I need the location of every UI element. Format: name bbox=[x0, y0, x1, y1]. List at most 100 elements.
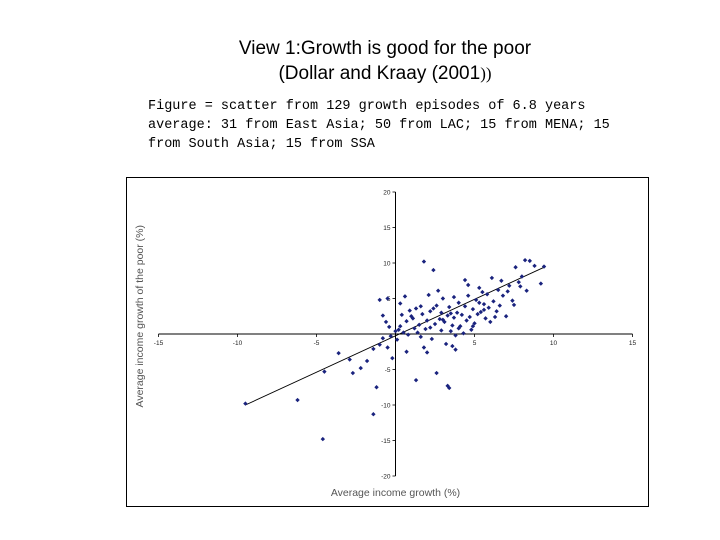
y-tick-label: 10 bbox=[383, 261, 391, 268]
x-tick-label: 5 bbox=[473, 340, 477, 347]
data-point bbox=[435, 288, 441, 293]
data-point bbox=[385, 296, 390, 301]
data-point bbox=[519, 274, 525, 279]
data-point bbox=[443, 341, 449, 347]
x-axis-title: Average income growth (%) bbox=[331, 487, 460, 499]
chart-frame: -15 -10 -5 5 10 15 20 15 10 5 -5 -10 -15 -20 Average i… bbox=[126, 177, 649, 507]
trend-line bbox=[245, 266, 546, 406]
data-point bbox=[418, 304, 423, 309]
data-point bbox=[500, 293, 506, 298]
data-point bbox=[385, 345, 390, 350]
data-point bbox=[420, 311, 425, 317]
data-point bbox=[390, 355, 395, 361]
data-point bbox=[377, 297, 382, 303]
data-point bbox=[478, 309, 484, 315]
data-point bbox=[459, 312, 465, 318]
data-point bbox=[467, 314, 472, 320]
title-line-2-main: (Dollar and Kraay (2001 bbox=[278, 63, 481, 84]
data-point bbox=[418, 334, 423, 340]
data-point bbox=[464, 318, 469, 323]
data-point bbox=[364, 358, 370, 364]
data-point bbox=[404, 349, 409, 354]
data-point bbox=[429, 336, 435, 342]
data-point bbox=[456, 300, 461, 305]
data-point bbox=[413, 377, 419, 383]
data-point bbox=[440, 317, 446, 322]
data-point bbox=[448, 328, 453, 334]
data-point bbox=[394, 337, 400, 342]
data-point bbox=[407, 308, 412, 313]
data-point bbox=[347, 357, 352, 362]
data-point bbox=[322, 369, 327, 374]
data-point bbox=[524, 288, 529, 293]
data-point bbox=[439, 310, 444, 315]
data-point bbox=[434, 303, 439, 308]
data-point bbox=[423, 326, 428, 332]
data-point bbox=[383, 319, 389, 325]
data-point bbox=[497, 303, 502, 308]
data-point bbox=[388, 333, 393, 339]
data-point bbox=[396, 327, 401, 332]
data-point bbox=[507, 283, 512, 288]
data-point bbox=[398, 301, 403, 306]
data-point bbox=[451, 315, 457, 320]
y-tick-label: -5 bbox=[385, 367, 391, 374]
data-point bbox=[428, 325, 433, 330]
data-point bbox=[434, 370, 439, 376]
data-point bbox=[350, 370, 356, 376]
data-point bbox=[358, 365, 363, 371]
data-point bbox=[454, 310, 460, 315]
x-tick-label: -15 bbox=[154, 340, 164, 347]
data-point bbox=[439, 328, 444, 333]
scatter-chart: -15 -10 -5 5 10 15 20 15 10 5 -5 -10 -15 -20 Average i… bbox=[134, 190, 637, 500]
data-point bbox=[336, 350, 341, 356]
data-point bbox=[465, 293, 471, 298]
data-point bbox=[462, 304, 468, 309]
data-point bbox=[516, 279, 521, 285]
x-tick-label: -5 bbox=[314, 340, 320, 347]
data-point bbox=[437, 316, 442, 322]
data-point bbox=[453, 333, 458, 338]
data-point bbox=[458, 323, 463, 329]
data-point bbox=[489, 275, 495, 281]
data-point bbox=[417, 322, 422, 327]
data-point bbox=[380, 313, 386, 318]
data-point bbox=[377, 342, 382, 347]
data-point bbox=[402, 294, 408, 299]
data-point bbox=[442, 319, 447, 325]
data-point bbox=[481, 301, 487, 307]
data-point bbox=[374, 385, 379, 390]
data-point bbox=[491, 299, 496, 304]
data-point bbox=[510, 298, 515, 303]
data-point bbox=[477, 285, 482, 291]
data-point bbox=[415, 330, 420, 335]
data-point bbox=[450, 323, 455, 328]
data-point bbox=[243, 401, 248, 406]
data-point bbox=[538, 281, 544, 286]
title-line-2: (Dollar and Kraay (2001)) bbox=[0, 62, 720, 86]
data-point bbox=[496, 287, 501, 293]
data-point bbox=[470, 323, 476, 329]
y-tick-label: 20 bbox=[383, 190, 391, 197]
y-tick-label: -15 bbox=[381, 438, 391, 445]
data-point bbox=[295, 397, 300, 403]
data-point bbox=[475, 311, 480, 317]
data-point bbox=[481, 307, 487, 313]
data-point bbox=[473, 297, 479, 303]
data-point bbox=[472, 321, 477, 326]
data-point bbox=[453, 347, 458, 352]
data-point bbox=[465, 282, 471, 288]
data-point bbox=[432, 321, 438, 327]
data-point bbox=[428, 309, 433, 314]
data-point bbox=[532, 263, 537, 269]
data-point bbox=[440, 296, 446, 301]
data-point bbox=[511, 302, 517, 308]
figure-caption: Figure = scatter from 129 growth episode… bbox=[148, 99, 610, 152]
x-tick-label: 15 bbox=[629, 340, 637, 347]
data-point bbox=[450, 343, 455, 349]
x-tick-label: -10 bbox=[233, 340, 243, 347]
y-axis-title: Average income growth of the poor (%) bbox=[134, 225, 146, 407]
data-point bbox=[451, 294, 457, 300]
data-point bbox=[371, 412, 376, 417]
data-point bbox=[527, 258, 532, 264]
